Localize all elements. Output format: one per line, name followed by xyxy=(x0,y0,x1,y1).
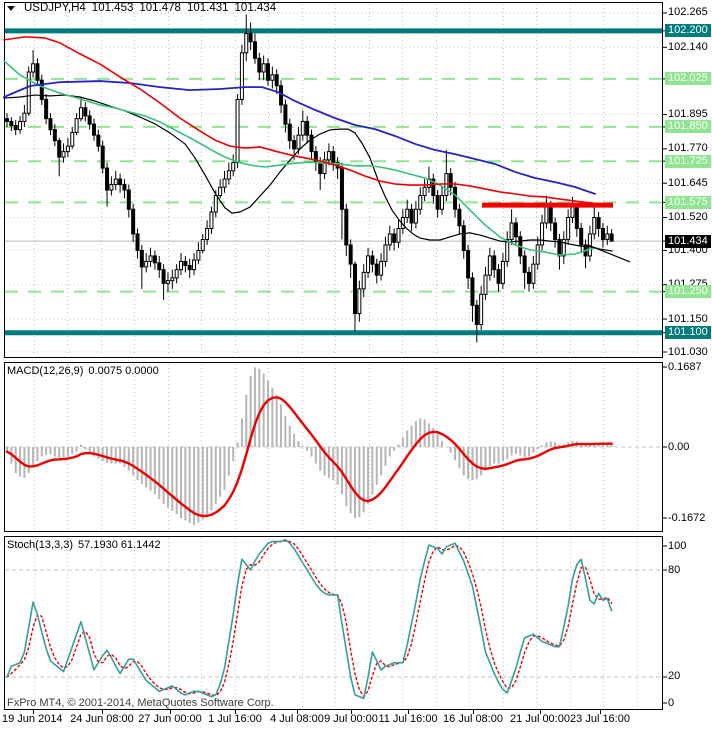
mt4-chart-window: USDJPY,H4 101.453 101.478 101.431 101.43… xyxy=(0,0,712,730)
chart-canvas[interactable] xyxy=(0,0,712,730)
